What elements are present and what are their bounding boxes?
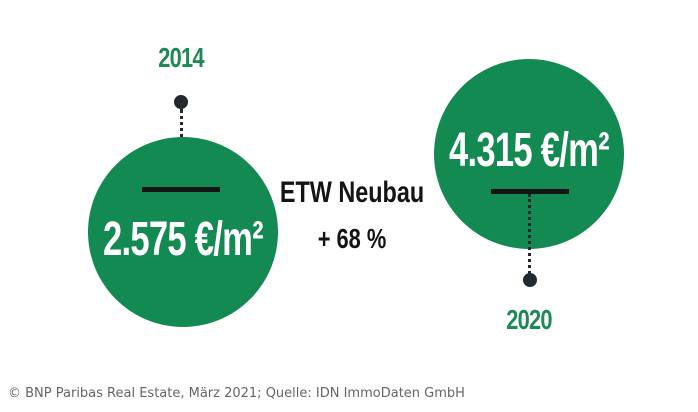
timeline-dot-2014 — [174, 95, 188, 109]
price-marker-bar-2014 — [142, 187, 220, 192]
price-value-2020: 4.315 €/m² — [449, 124, 610, 177]
timeline-dot-2020 — [523, 273, 537, 287]
price-marker-bar-2020 — [491, 189, 569, 194]
price-value-2014: 2.575 €/m² — [103, 213, 264, 266]
percent-change: + 68 % — [317, 223, 387, 254]
source-credit: © BNP Paribas Real Estate, März 2021; Qu… — [8, 386, 465, 401]
year-label-2020: 2020 — [506, 304, 552, 335]
year-label-2014: 2014 — [158, 42, 204, 73]
timeline-connector-2020 — [528, 194, 531, 274]
price-circle-2014 — [88, 137, 278, 327]
category-label: ETW Neubau — [279, 176, 425, 209]
